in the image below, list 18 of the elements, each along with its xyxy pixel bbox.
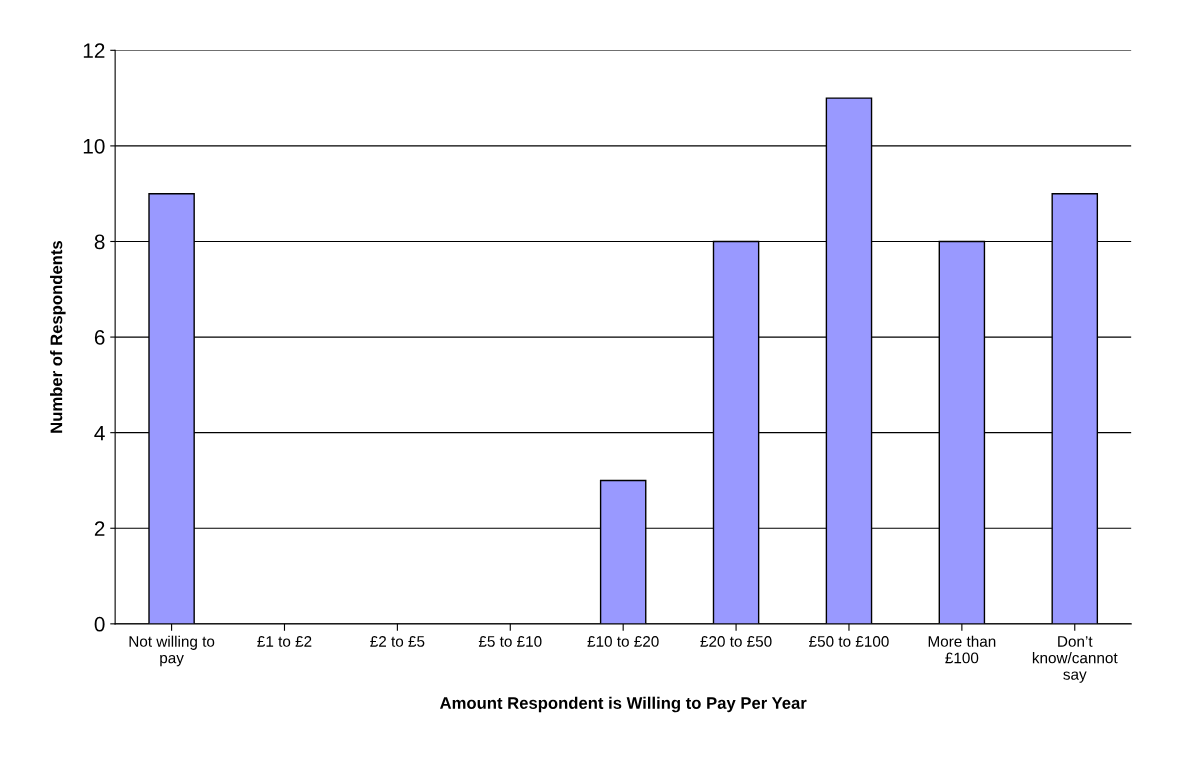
x-axis-title: Amount Respondent is Willing to Pay Per Year: [439, 696, 807, 713]
y-axis-title: Number of Respondents: [50, 240, 66, 433]
x-tick-label: More than £100: [928, 635, 996, 664]
y-tick-label: 10: [83, 138, 105, 154]
x-tick-label: Don’t know/cannot say: [1032, 636, 1118, 683]
y-tick-label: 6: [94, 330, 105, 345]
y-tick-label: 0: [94, 616, 105, 632]
x-tick-label: £1 to £2: [257, 636, 312, 647]
y-tick-label: 2: [94, 521, 105, 536]
x-tick-label: £50 to £100: [809, 636, 889, 647]
x-tick-label: £2 to £5: [370, 636, 425, 647]
x-tick-label: £5 to £10: [478, 636, 542, 647]
x-tick-label: £20 to £50: [700, 636, 772, 647]
x-tick-label: Not willing to pay: [129, 635, 215, 667]
y-tick-label: 12: [83, 43, 105, 58]
x-tick-label: £10 to £20: [587, 636, 659, 647]
y-tick-label: 8: [94, 234, 105, 250]
y-tick-label: 4: [94, 425, 105, 441]
